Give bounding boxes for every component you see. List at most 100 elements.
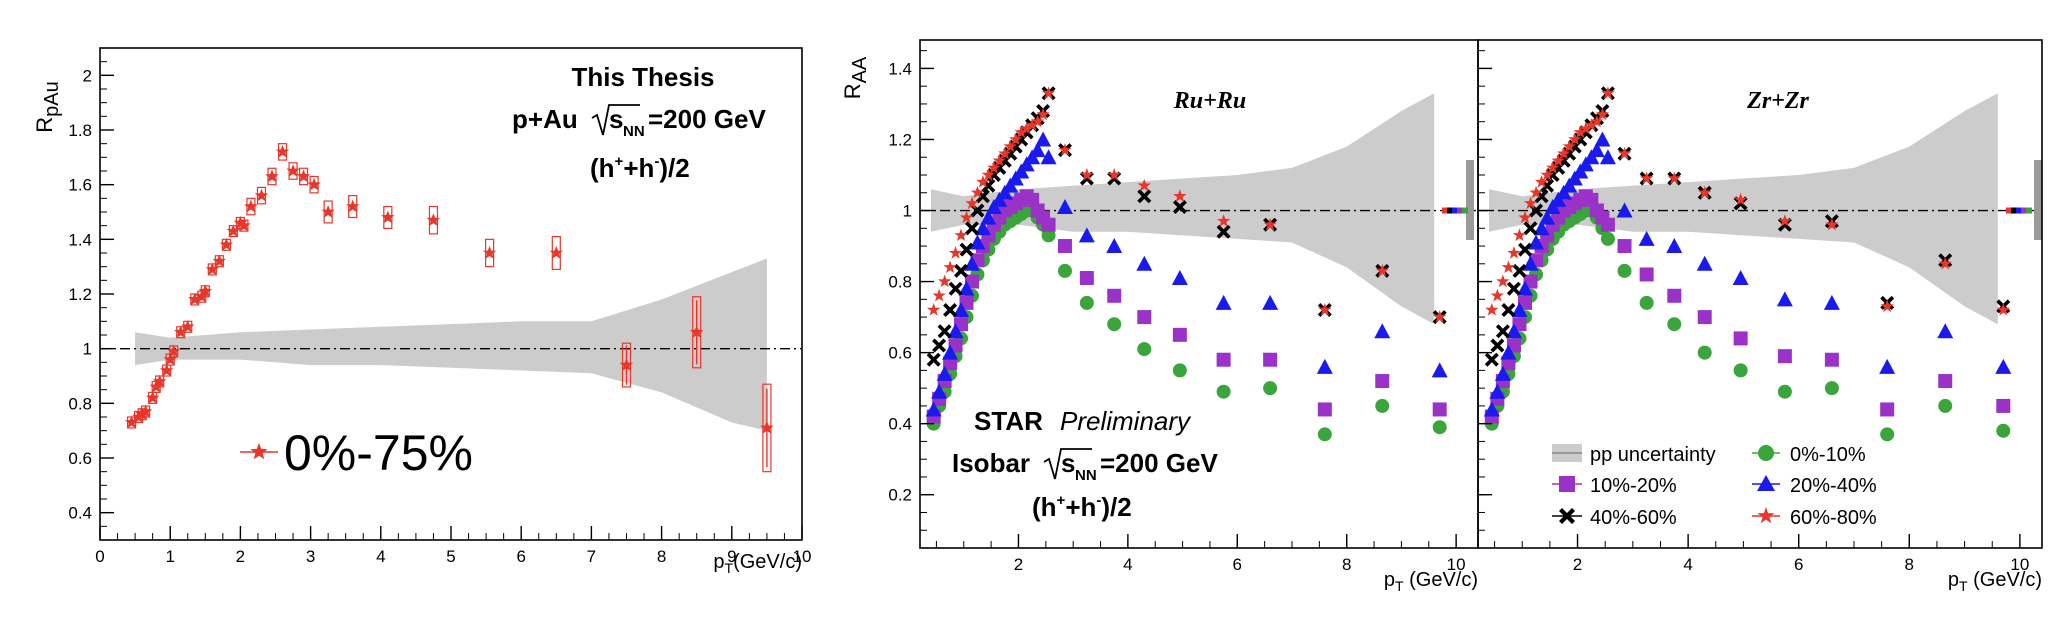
left-point <box>181 319 195 333</box>
zr-triangle-triangle-marker <box>1489 383 1506 399</box>
left-point <box>205 262 219 276</box>
ru-star-star-marker <box>981 168 995 181</box>
zr-square-square-marker <box>1733 331 1748 346</box>
zr-cross-cross-marker <box>1512 263 1527 278</box>
left-star-marker <box>226 224 240 237</box>
left-x-tick-label: 10 <box>793 547 812 566</box>
left-star-marker <box>275 144 290 158</box>
right-sqrt-s: s <box>1061 448 1075 478</box>
ru-norm-uncertainty-box <box>1466 160 1474 240</box>
left-band-area <box>135 258 767 431</box>
zr-star-star-marker <box>1584 118 1598 131</box>
ru-circle-circle-marker <box>1216 384 1231 399</box>
left-sqrt-sign <box>591 104 640 136</box>
ru-triangle-triangle-marker <box>936 365 953 381</box>
zr-pad-title: Zr+Zr <box>1746 88 1809 114</box>
zr-x-tick-label: 4 <box>1683 555 1692 574</box>
ru-triangle-triangle-marker <box>947 323 964 339</box>
left-y-tick-label: 1.4 <box>68 230 92 249</box>
left-sys-box <box>428 205 439 235</box>
left-x-tick-label: 7 <box>587 547 596 566</box>
ru-y-tick-label: 1.2 <box>888 130 912 149</box>
left-point <box>321 200 335 224</box>
left-y-axis-title: RpAu <box>32 81 63 132</box>
right-energy-label: Isobar s NN =200 GeV <box>952 448 1218 484</box>
ru-y-tick-label: 0.6 <box>888 344 912 363</box>
left-star-marker <box>163 352 177 366</box>
ru-x-tick-label: 10 <box>1447 555 1466 574</box>
legend-entry-60-80: 60%-80% <box>1752 507 1877 529</box>
zr-triangle-triangle-marker <box>1732 270 1749 286</box>
ru-star-star-marker <box>954 228 968 241</box>
ru-unity-marker <box>1462 207 1468 214</box>
ru-star-star-marker <box>1137 178 1151 192</box>
legend-label-pp-uncertainty: pp uncertainty <box>1590 444 1716 466</box>
right-panel: 2 4 6 8 10 0.2 0.4 0.6 0.8 1 1.2 1.4 2 4 6 8 10 RAA pT … <box>840 39 2043 594</box>
zr-star-star-marker <box>1518 210 1532 224</box>
ru-star-star-marker <box>998 146 1012 160</box>
ru-square-square-marker <box>1432 402 1447 417</box>
zr-unity-marker <box>2021 207 2027 214</box>
left-point <box>219 237 233 251</box>
zr-triangle-triangle-marker <box>1500 344 1517 360</box>
zr-plot-frame <box>1477 39 2043 549</box>
zr-triangle-triangle-marker <box>1528 234 1545 250</box>
zr-circle-circle-marker <box>1777 384 1792 399</box>
left-star-marker <box>205 262 219 276</box>
ru-triangle-triangle-marker <box>953 301 970 317</box>
ru-triangle-triangle-marker <box>925 401 942 417</box>
left-point <box>760 383 774 473</box>
zr-star-star-marker <box>1595 107 1610 121</box>
zr-triangle-triangle-marker <box>1696 255 1713 271</box>
left-point <box>483 238 497 268</box>
zr-star-star-marker <box>1667 171 1681 185</box>
zr-star-star-marker <box>1640 171 1654 185</box>
ru-square-square-marker <box>1263 352 1278 367</box>
right-hadron-label: (h++h-)/2 <box>1032 492 1132 522</box>
zr-square-square-marker <box>1996 398 2011 413</box>
left-star-marker <box>286 164 300 177</box>
zr-circle-circle-marker <box>1600 231 1615 246</box>
left-point <box>139 404 153 418</box>
ru-y-tick-label: 1.4 <box>888 59 912 78</box>
ru-triangle-triangle-marker <box>1215 294 1232 310</box>
ru-star-star-marker <box>1025 118 1039 131</box>
ru-triangle-triangle-marker <box>1374 323 1391 339</box>
left-sys-box <box>256 186 267 205</box>
zr-data-points <box>1483 86 2012 442</box>
ru-star-star-marker <box>1217 214 1231 227</box>
ru-triangle-triangle-marker <box>1078 227 1095 243</box>
ru-star-star-marker <box>1058 143 1072 156</box>
zr-triangle-triangle-marker <box>1937 323 1954 339</box>
ru-star-star-marker <box>1036 107 1050 121</box>
legend-entry-pp-uncertainty: pp uncertainty <box>1552 444 1716 466</box>
ru-circle-circle-marker <box>1172 363 1187 378</box>
ru-cross-cross-marker <box>1172 200 1187 214</box>
left-star-marker <box>426 213 441 226</box>
zr-x-tick-label: 8 <box>1905 555 1914 574</box>
ru-star-star-marker <box>1318 303 1332 316</box>
zr-triangle-triangle-marker <box>1616 202 1633 218</box>
left-uncertainty-band <box>135 258 767 431</box>
ru-square-square-marker <box>1057 239 1072 254</box>
ru-triangle-triangle-marker <box>942 344 959 360</box>
ru-cross-cross-marker <box>937 324 952 339</box>
left-panel: 0 1 2 3 4 5 6 7 8 9 10 0.4 0.6 0.8 1 1.2 1.4 1.6 1.8 2 RpAu… <box>32 47 812 576</box>
zr-star-star-marker <box>1778 214 1792 227</box>
left-y-tick-label: 0.4 <box>68 504 92 523</box>
zr-square-square-marker <box>1880 402 1895 417</box>
left-star-marker <box>690 325 704 338</box>
ru-square-square-marker <box>1079 271 1094 286</box>
ru-triangle-triangle-marker <box>958 280 975 296</box>
left-star-marker <box>198 284 212 297</box>
ru-square-square-marker <box>1107 288 1122 303</box>
left-y-tick-label: 0.6 <box>68 449 92 468</box>
left-x-tick-label: 6 <box>516 547 525 566</box>
left-sqrt-s: s <box>609 104 623 134</box>
ru-cross-cross-marker <box>932 338 947 353</box>
left-point <box>286 162 300 180</box>
left-y-tick-label: 1.6 <box>68 176 92 195</box>
ru-star-star-marker <box>1173 189 1187 202</box>
zr-circle-circle-marker <box>1996 423 2011 438</box>
